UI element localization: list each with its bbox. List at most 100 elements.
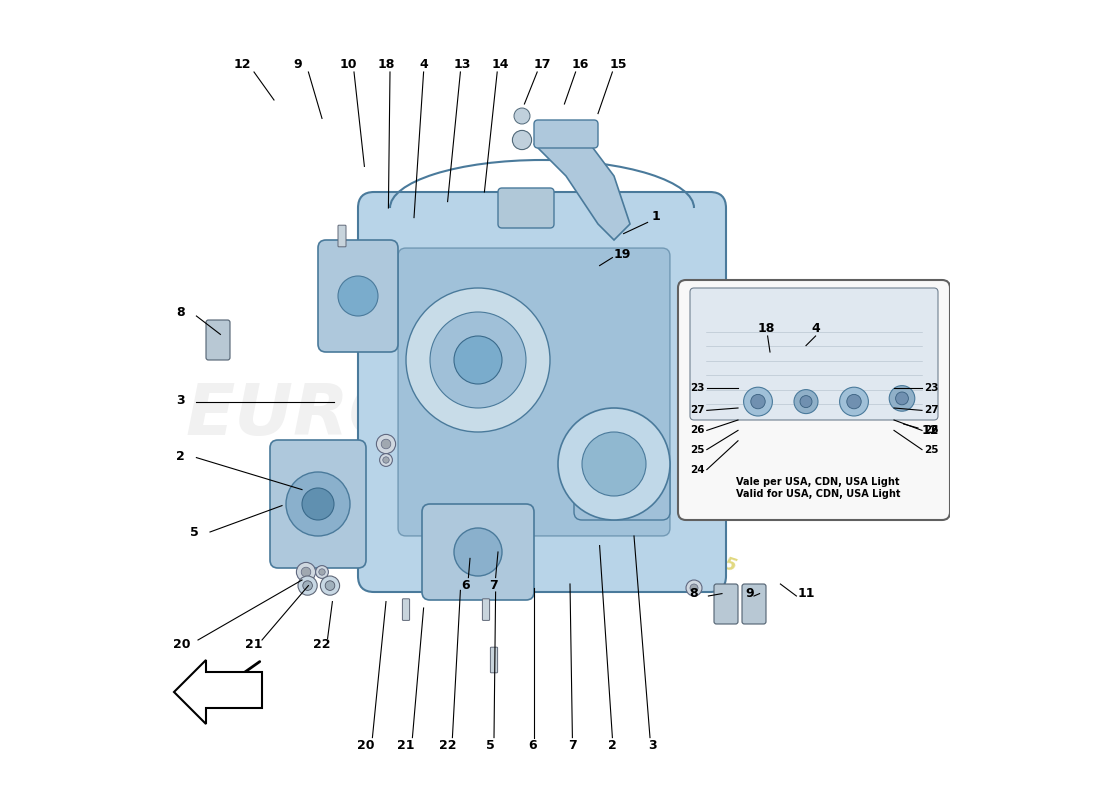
Text: 4: 4 bbox=[419, 58, 428, 70]
Text: 23: 23 bbox=[690, 383, 704, 393]
Circle shape bbox=[686, 580, 702, 596]
FancyArrowPatch shape bbox=[199, 662, 260, 705]
Text: 22: 22 bbox=[314, 638, 331, 650]
Circle shape bbox=[382, 439, 390, 449]
Text: EUROSPARES: EUROSPARES bbox=[186, 382, 722, 450]
Text: 2: 2 bbox=[176, 450, 185, 462]
FancyBboxPatch shape bbox=[742, 584, 766, 624]
Text: 7: 7 bbox=[568, 739, 576, 752]
Text: 2: 2 bbox=[608, 739, 617, 752]
Text: 11: 11 bbox=[798, 587, 815, 600]
Text: 15: 15 bbox=[609, 58, 627, 70]
Text: 4: 4 bbox=[811, 322, 819, 334]
Circle shape bbox=[316, 566, 329, 578]
Circle shape bbox=[430, 312, 526, 408]
Circle shape bbox=[718, 448, 734, 464]
Text: 26: 26 bbox=[690, 426, 704, 435]
Text: 1: 1 bbox=[651, 210, 660, 222]
Circle shape bbox=[326, 581, 334, 590]
Circle shape bbox=[791, 353, 798, 359]
Circle shape bbox=[889, 386, 915, 411]
Circle shape bbox=[454, 336, 502, 384]
Circle shape bbox=[839, 387, 868, 416]
Circle shape bbox=[320, 576, 340, 595]
Text: 16: 16 bbox=[572, 58, 590, 70]
FancyBboxPatch shape bbox=[678, 280, 950, 520]
Circle shape bbox=[296, 562, 316, 582]
Text: 10: 10 bbox=[340, 58, 358, 70]
Circle shape bbox=[379, 454, 393, 466]
Circle shape bbox=[751, 394, 766, 409]
FancyBboxPatch shape bbox=[498, 188, 554, 228]
Text: 27: 27 bbox=[690, 406, 704, 415]
Text: 7: 7 bbox=[490, 579, 498, 592]
Circle shape bbox=[690, 584, 698, 592]
Text: 6: 6 bbox=[462, 579, 471, 592]
Text: 20: 20 bbox=[358, 739, 375, 752]
Text: 17: 17 bbox=[534, 58, 551, 70]
Text: Valid for USA, CDN, USA Light: Valid for USA, CDN, USA Light bbox=[736, 489, 900, 498]
Text: 20: 20 bbox=[174, 638, 190, 650]
Circle shape bbox=[383, 457, 389, 463]
Circle shape bbox=[319, 569, 326, 575]
FancyBboxPatch shape bbox=[422, 504, 534, 600]
Circle shape bbox=[847, 394, 861, 409]
Circle shape bbox=[582, 432, 646, 496]
Circle shape bbox=[514, 108, 530, 124]
Text: 5: 5 bbox=[189, 526, 198, 538]
Circle shape bbox=[338, 276, 378, 316]
Text: 25: 25 bbox=[690, 445, 704, 454]
FancyBboxPatch shape bbox=[318, 240, 398, 352]
Text: 19: 19 bbox=[614, 248, 630, 261]
FancyBboxPatch shape bbox=[270, 440, 366, 568]
Text: 22: 22 bbox=[439, 739, 456, 752]
Text: 12: 12 bbox=[922, 424, 938, 437]
FancyBboxPatch shape bbox=[491, 647, 497, 673]
FancyBboxPatch shape bbox=[358, 192, 726, 592]
Circle shape bbox=[302, 581, 312, 590]
Text: 9: 9 bbox=[294, 58, 302, 70]
FancyBboxPatch shape bbox=[786, 327, 795, 457]
FancyBboxPatch shape bbox=[206, 320, 230, 360]
FancyBboxPatch shape bbox=[827, 444, 849, 451]
Text: 24: 24 bbox=[690, 465, 704, 474]
Text: 23: 23 bbox=[924, 383, 939, 393]
Circle shape bbox=[800, 396, 812, 408]
Text: 8: 8 bbox=[690, 587, 698, 600]
Circle shape bbox=[754, 368, 802, 416]
FancyBboxPatch shape bbox=[714, 584, 738, 624]
Polygon shape bbox=[174, 660, 262, 724]
Text: 3: 3 bbox=[648, 739, 657, 752]
FancyBboxPatch shape bbox=[835, 432, 857, 439]
Text: 27: 27 bbox=[924, 406, 939, 415]
Text: a passion for parts since 1985: a passion for parts since 1985 bbox=[441, 464, 738, 576]
Text: 6: 6 bbox=[528, 739, 537, 752]
FancyBboxPatch shape bbox=[763, 327, 773, 457]
Circle shape bbox=[406, 288, 550, 432]
Circle shape bbox=[301, 567, 311, 577]
FancyBboxPatch shape bbox=[690, 288, 938, 420]
FancyBboxPatch shape bbox=[815, 416, 837, 424]
Text: 3: 3 bbox=[176, 394, 185, 406]
Circle shape bbox=[558, 408, 670, 520]
Text: 5: 5 bbox=[485, 739, 494, 752]
Text: 8: 8 bbox=[176, 306, 185, 318]
Circle shape bbox=[513, 130, 531, 150]
Circle shape bbox=[376, 434, 396, 454]
Circle shape bbox=[298, 576, 317, 595]
Text: 25: 25 bbox=[924, 445, 939, 454]
Text: 18: 18 bbox=[377, 58, 395, 70]
Circle shape bbox=[286, 472, 350, 536]
FancyBboxPatch shape bbox=[483, 598, 490, 621]
FancyBboxPatch shape bbox=[774, 327, 784, 457]
FancyBboxPatch shape bbox=[741, 327, 751, 457]
Text: 9: 9 bbox=[746, 587, 755, 600]
Circle shape bbox=[302, 488, 334, 520]
Text: 18: 18 bbox=[757, 322, 774, 334]
FancyBboxPatch shape bbox=[752, 327, 762, 457]
FancyBboxPatch shape bbox=[338, 225, 346, 246]
Text: 13: 13 bbox=[453, 58, 471, 70]
Text: 21: 21 bbox=[397, 739, 415, 752]
Text: Vale per USA, CDN, USA Light: Vale per USA, CDN, USA Light bbox=[736, 477, 900, 486]
Circle shape bbox=[788, 350, 801, 362]
